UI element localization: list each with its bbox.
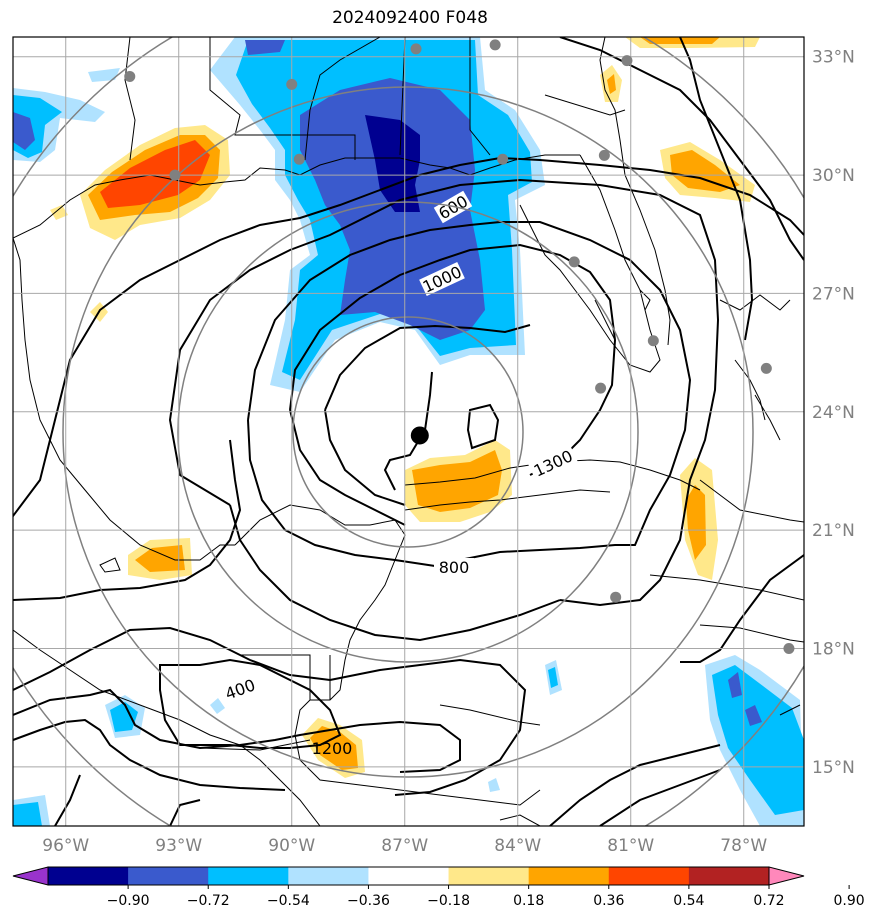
- colorbar-tick-label: 0.90: [834, 893, 865, 909]
- contour-label: 1200: [312, 739, 353, 758]
- station-dot: [610, 591, 622, 603]
- colorbar-segment: [128, 867, 209, 885]
- contour-label: 1300: [531, 446, 576, 480]
- contour-label: 400: [223, 675, 258, 703]
- colorbar-segment: [528, 867, 610, 885]
- colorbar-segment: [608, 867, 690, 885]
- colorbar-tick-label: −0.36: [347, 893, 390, 909]
- colorbar-tick-label: −0.54: [267, 893, 310, 909]
- lat-label: 27°N: [812, 284, 855, 304]
- colorbar-tick-label: −0.72: [187, 893, 230, 909]
- map-title: 2024092400 F048: [332, 8, 488, 28]
- station-dot: [568, 256, 580, 268]
- colorbar-segment: [208, 867, 289, 885]
- shaded-field: [13, 37, 804, 826]
- station-dot: [489, 39, 501, 51]
- colorbar-tick-label: 0.18: [513, 893, 544, 909]
- colorbar-frame: [47, 866, 770, 886]
- lon-label: 96°W: [42, 836, 89, 856]
- colorbar-extend-low: [12, 866, 49, 886]
- colorbar-tick-label: −0.90: [107, 893, 150, 909]
- colorbar-segment: [448, 867, 530, 885]
- longitude-labels: 96°W 93°W 90°W 87°W 84°W 81°W 78°W: [42, 836, 767, 856]
- graticule: [13, 37, 804, 826]
- lat-label: 30°N: [812, 166, 855, 186]
- lon-label: 81°W: [607, 836, 654, 856]
- station-markers: [124, 39, 795, 654]
- colorbar-tick-label: 0.72: [753, 893, 784, 909]
- station-dot: [595, 382, 607, 394]
- colorbar-extend-high: [768, 866, 805, 886]
- station-dot: [169, 169, 181, 181]
- storm-center-marker: [410, 426, 429, 445]
- colorbar: −0.90 −0.72 −0.54 −0.36 −0.18 0.18 0.36 0.54 0.7…: [12, 866, 865, 909]
- lon-label: 90°W: [268, 836, 315, 856]
- station-dot: [497, 153, 509, 165]
- lon-label: 87°W: [381, 836, 428, 856]
- lon-label: 93°W: [155, 836, 202, 856]
- map-frame: [12, 36, 805, 827]
- colorbar-segment: [368, 867, 450, 885]
- colorbar-segment: [688, 867, 770, 885]
- station-dot: [124, 70, 136, 82]
- colorbar-tick-label: 0.36: [593, 893, 624, 909]
- lon-label: 78°W: [720, 836, 767, 856]
- station-dot: [760, 362, 772, 374]
- lat-label: 24°N: [812, 403, 855, 423]
- lat-label: 21°N: [812, 521, 855, 541]
- contour-label: 800: [439, 558, 470, 577]
- station-dot: [286, 78, 298, 90]
- station-dot: [621, 55, 633, 67]
- station-dot: [293, 153, 305, 165]
- lon-label: 84°W: [494, 836, 541, 856]
- station-dot: [410, 43, 422, 55]
- station-dot: [647, 335, 659, 347]
- colorbar-segment: [288, 867, 369, 885]
- station-dot: [598, 149, 610, 161]
- lat-label: 15°N: [812, 758, 855, 778]
- colorbar-tick-label: 0.54: [673, 893, 704, 909]
- lat-label: 18°N: [812, 639, 855, 659]
- latitude-labels: 33°N 30°N 27°N 24°N 21°N 18°N 15°N: [812, 48, 855, 778]
- lat-label: 33°N: [812, 48, 855, 68]
- range-rings: [13, 37, 804, 826]
- station-dot: [783, 642, 795, 654]
- colorbar-tick-label: −0.18: [427, 893, 470, 909]
- colorbar-segment: [48, 867, 129, 885]
